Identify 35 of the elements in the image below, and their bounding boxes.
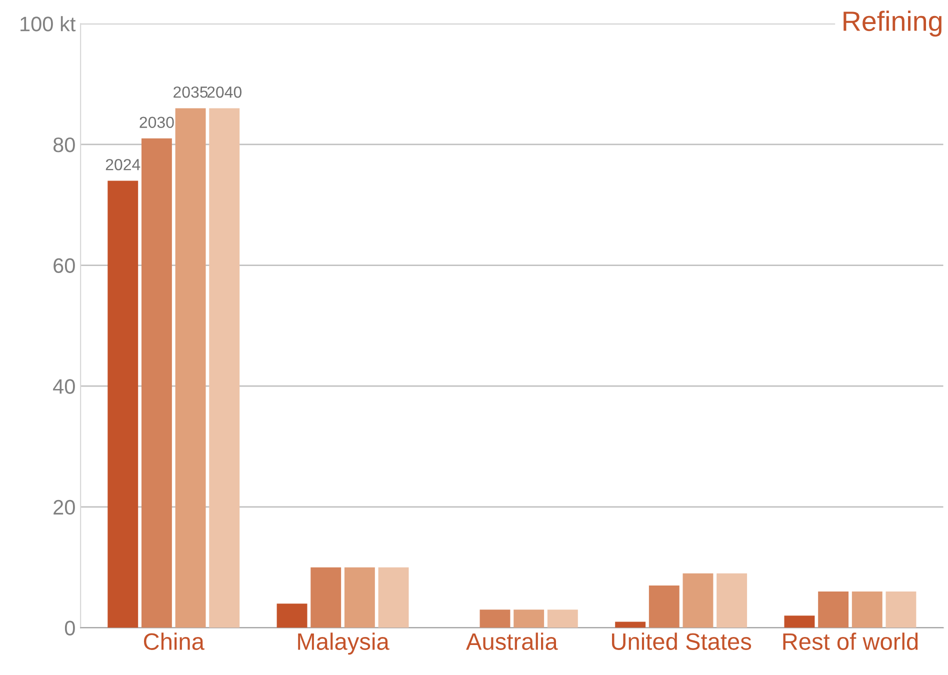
bar xyxy=(276,604,308,628)
bar xyxy=(310,567,342,628)
x-tick-label: China xyxy=(144,632,204,650)
y-tick-label: 40 xyxy=(53,379,75,394)
bar xyxy=(648,585,680,628)
bar xyxy=(209,108,240,628)
x-tick-label: Malaysia xyxy=(298,632,390,655)
bar xyxy=(108,180,138,628)
bar xyxy=(784,616,815,628)
x-tick-label: Rest of world xyxy=(783,632,918,650)
bar xyxy=(818,592,849,628)
bar xyxy=(615,622,646,628)
bar xyxy=(716,573,748,628)
series-label: 2040 xyxy=(207,86,242,98)
bar xyxy=(378,567,409,628)
bar xyxy=(547,610,578,628)
series-label: 2035 xyxy=(174,86,208,98)
bar xyxy=(514,610,544,628)
bar xyxy=(141,138,172,628)
y-tick-label: 20 xyxy=(54,500,75,515)
series-label: 2024 xyxy=(106,158,140,170)
x-tick-label: Australia xyxy=(466,632,558,650)
bar xyxy=(175,108,206,628)
bar xyxy=(480,610,510,628)
bar xyxy=(344,567,375,628)
bar xyxy=(852,592,882,628)
chart-title: Refining xyxy=(844,10,942,37)
x-tick-label: United States xyxy=(612,632,752,650)
bar xyxy=(682,573,714,628)
bar xyxy=(886,592,916,628)
y-tick-label: 0 xyxy=(64,620,75,636)
y-tick-label: 100 kt xyxy=(20,16,76,32)
series-label: 2030 xyxy=(140,116,174,128)
y-tick-label: 80 xyxy=(53,137,75,152)
y-tick-label: 60 xyxy=(54,258,75,274)
